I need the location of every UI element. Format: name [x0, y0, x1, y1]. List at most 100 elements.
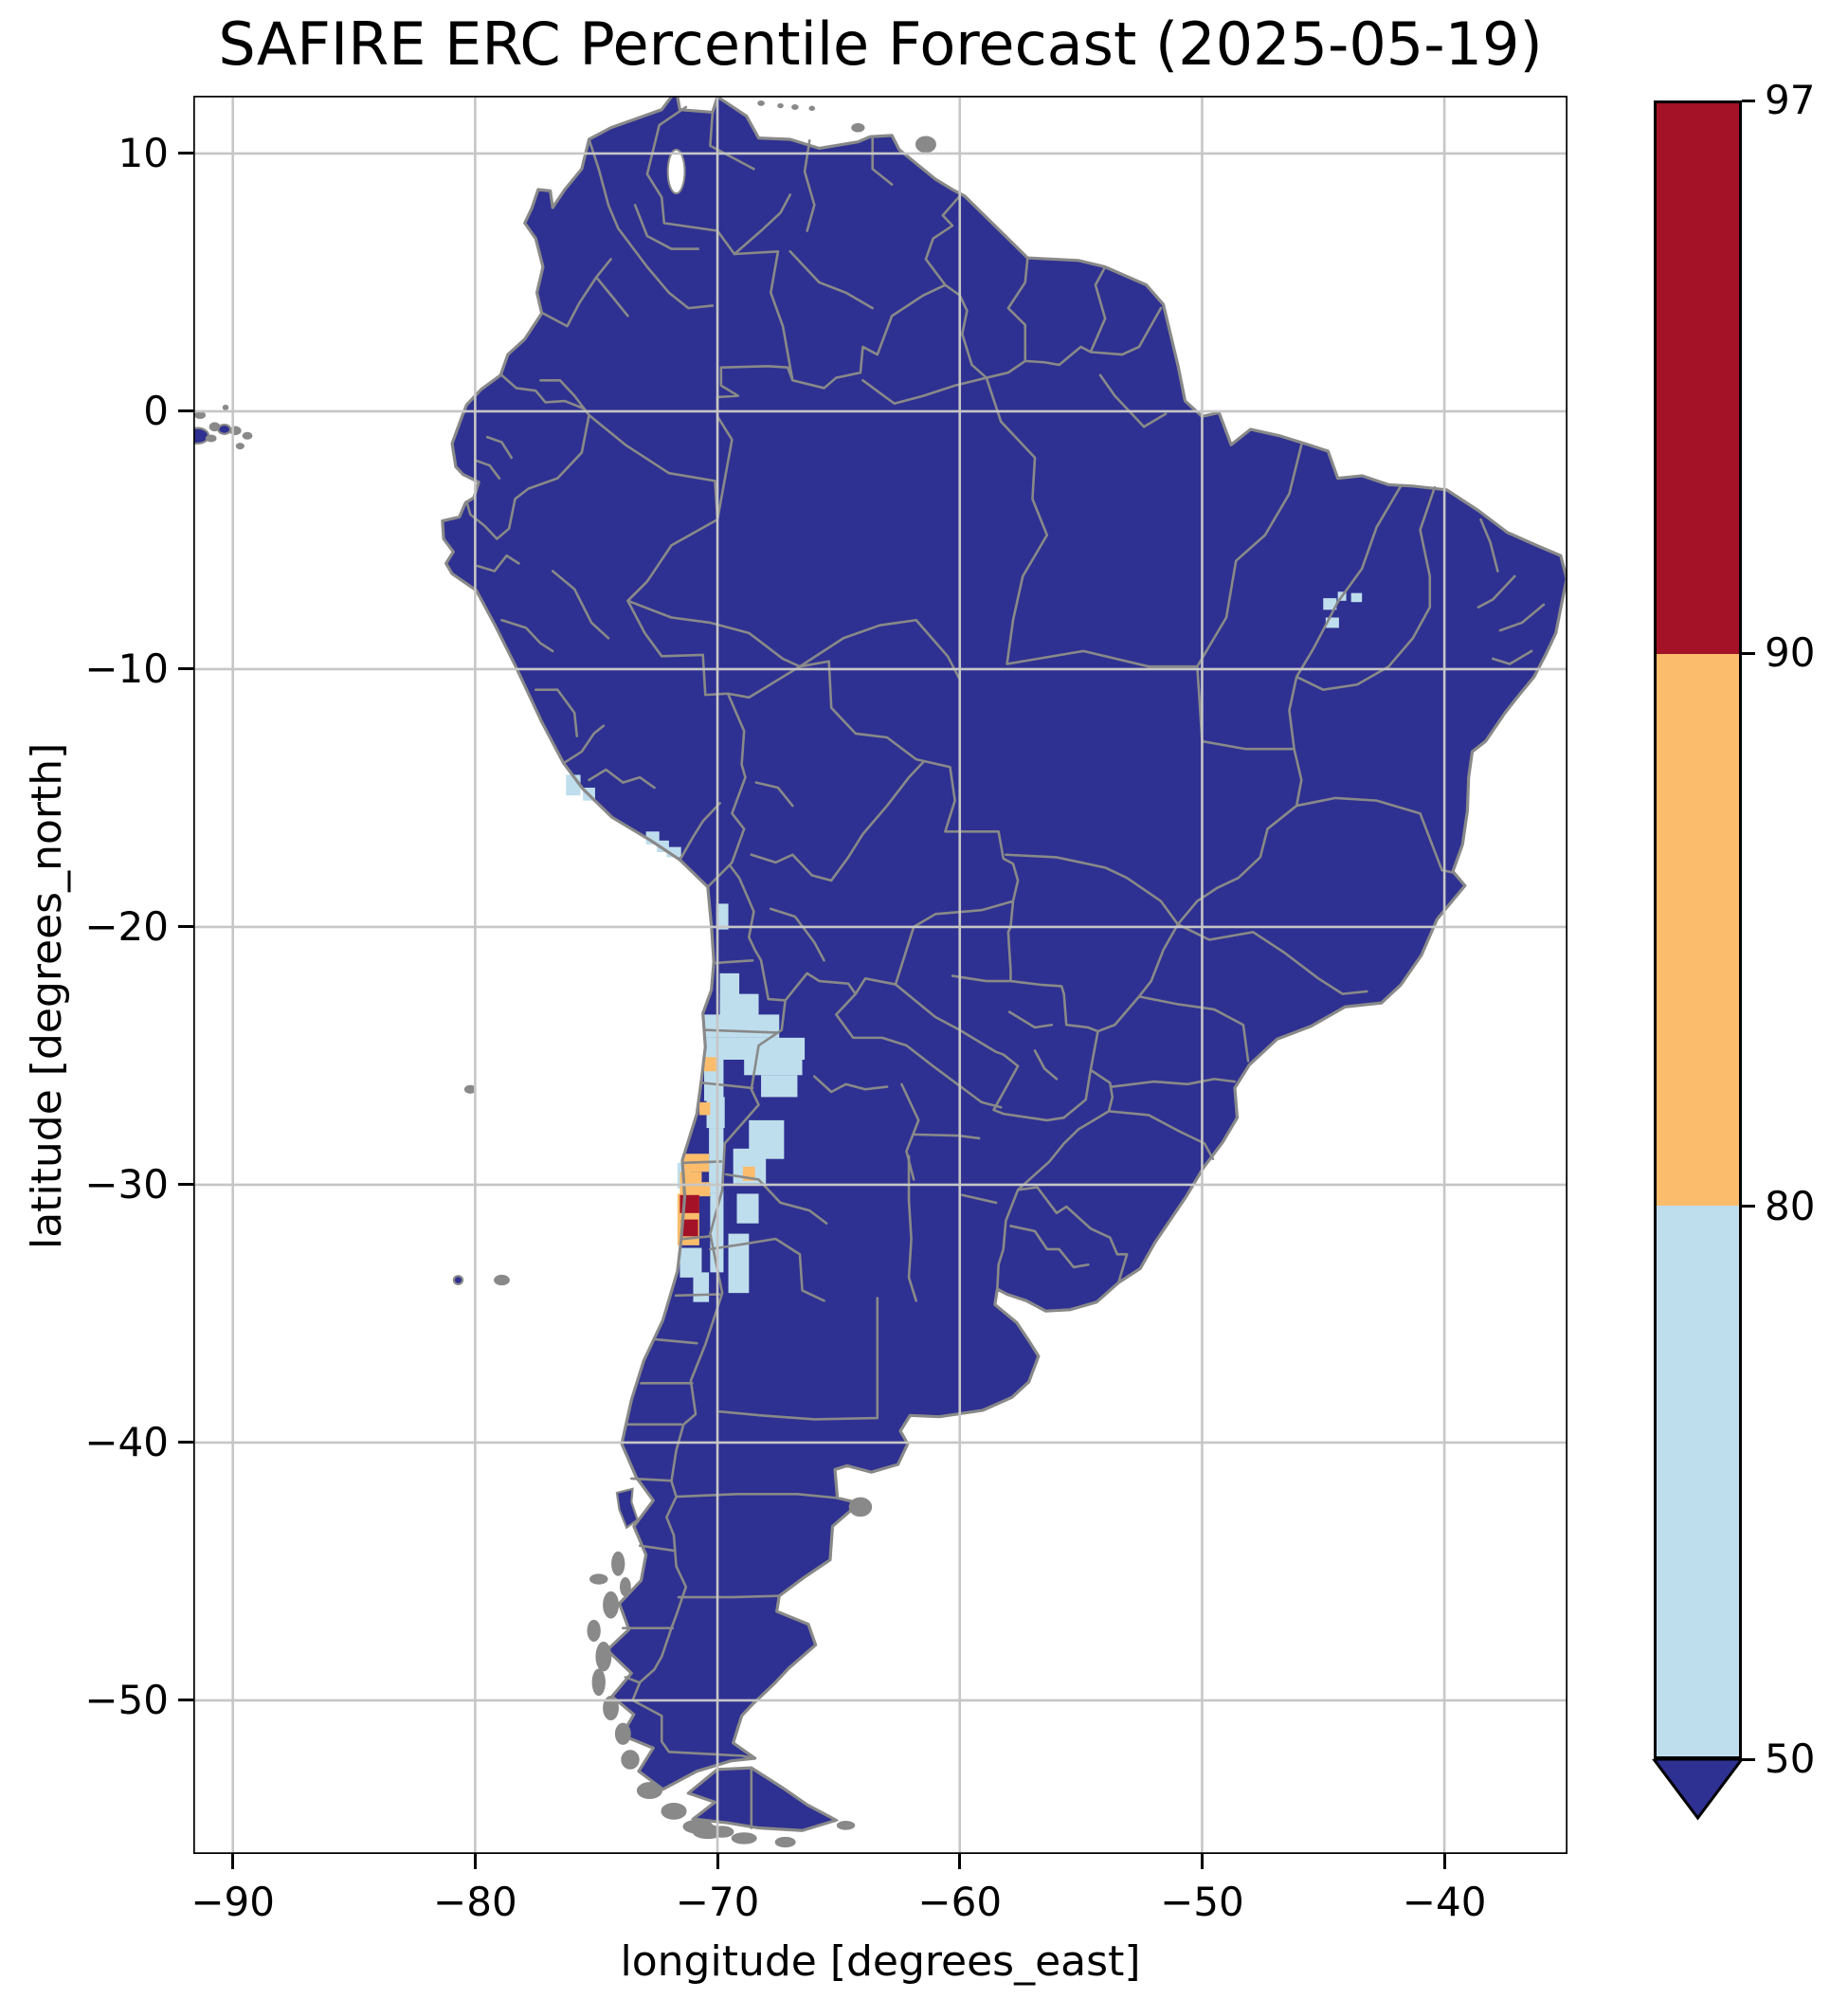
colorbar — [1654, 100, 1742, 1759]
island — [604, 1697, 618, 1719]
cell-50-80 — [666, 846, 681, 858]
y-tick — [178, 409, 193, 413]
x-tick-label: −70 — [675, 1879, 760, 1925]
island — [230, 427, 241, 434]
x-tick-label: −90 — [190, 1879, 275, 1925]
cell-80-90 — [698, 1182, 711, 1197]
lake-maracaibo — [668, 150, 685, 193]
island — [758, 101, 764, 105]
island — [638, 1783, 662, 1798]
cell-50-80 — [761, 1075, 798, 1098]
x-tick-label: −40 — [1402, 1879, 1487, 1925]
island — [218, 425, 230, 434]
island — [590, 1574, 607, 1584]
colorbar-tick — [1742, 1205, 1755, 1208]
island — [778, 104, 783, 108]
cell-80-90 — [698, 1101, 711, 1116]
y-tick — [178, 1183, 193, 1187]
chiloe-island — [617, 1489, 638, 1528]
island — [712, 1826, 734, 1837]
small-islands — [193, 101, 935, 1847]
island — [193, 428, 208, 444]
colorbar-segment — [1657, 1205, 1739, 1756]
y-tick — [178, 152, 193, 155]
cell-80-90 — [703, 1057, 716, 1072]
y-tick-label: −20 — [84, 902, 169, 950]
y-tick-label: −30 — [84, 1160, 169, 1208]
x-tick — [473, 1854, 477, 1869]
plot-title: SAFIRE ERC Percentile Forecast (2025-05-… — [218, 9, 1543, 79]
island — [792, 105, 798, 109]
x-axis-label: longitude [degrees_east] — [620, 1937, 1141, 1986]
colorbar-segment — [1657, 654, 1739, 1206]
island — [195, 412, 205, 419]
x-tick — [1442, 1854, 1446, 1869]
island — [223, 406, 227, 409]
island — [683, 1820, 713, 1833]
island — [732, 1833, 756, 1844]
island — [454, 1276, 462, 1284]
colorbar-tick-label: 50 — [1765, 1735, 1816, 1782]
x-tick — [716, 1854, 719, 1869]
y-tick — [178, 925, 193, 929]
island — [495, 1276, 509, 1285]
colorbar-segment — [1657, 103, 1739, 655]
cell-50-80 — [1323, 598, 1337, 610]
island — [622, 1751, 639, 1769]
cell-90-97 — [680, 1219, 698, 1237]
y-tick-label: −50 — [84, 1676, 169, 1723]
cell-50-80 — [728, 1233, 750, 1294]
colorbar-tick — [1742, 99, 1755, 102]
map-plot-area — [193, 96, 1567, 1854]
island — [621, 1578, 630, 1596]
coastline — [443, 96, 1567, 1830]
island — [604, 1592, 618, 1618]
island — [849, 1498, 871, 1516]
x-tick — [958, 1854, 962, 1869]
cell-50-80 — [736, 1193, 759, 1224]
colorbar-tick-label: 80 — [1765, 1182, 1816, 1229]
island — [775, 1838, 794, 1847]
y-tick-label: −10 — [84, 645, 169, 692]
island — [838, 1822, 855, 1829]
cell-50-80 — [719, 993, 759, 1018]
y-tick — [178, 667, 193, 671]
island — [916, 136, 935, 152]
x-tick — [1200, 1854, 1204, 1869]
y-tick — [178, 1441, 193, 1445]
x-tick-label: −80 — [433, 1879, 517, 1925]
cell-50-80 — [679, 1247, 702, 1278]
island — [852, 124, 864, 132]
cell-50-80 — [1350, 592, 1363, 603]
island — [243, 432, 251, 439]
island — [588, 1621, 600, 1642]
island — [661, 1804, 686, 1819]
percentile-cells-layer — [566, 591, 1363, 1302]
y-tick-label: 10 — [118, 129, 169, 176]
y-tick-label: −40 — [84, 1418, 169, 1465]
island — [596, 1643, 610, 1671]
cell-50-80 — [1325, 617, 1339, 628]
colorbar-tick — [1742, 651, 1755, 655]
island — [809, 106, 814, 110]
island — [616, 1723, 630, 1744]
south-america-landmass — [442, 96, 1567, 1830]
island — [207, 435, 216, 442]
y-tick-label: 0 — [143, 387, 169, 434]
x-tick-label: −60 — [917, 1879, 1003, 1925]
cell-50-80 — [703, 1014, 780, 1038]
x-tick — [231, 1854, 235, 1869]
gridlines — [193, 96, 1567, 1854]
island — [612, 1552, 625, 1574]
island — [592, 1669, 605, 1695]
colorbar-tick — [1742, 1757, 1755, 1761]
cell-50-80 — [693, 1272, 710, 1302]
x-tick-label: −50 — [1160, 1879, 1244, 1925]
cell-50-80 — [716, 903, 729, 930]
colorbar-tick-label: 97 — [1765, 77, 1816, 123]
island — [237, 444, 245, 448]
cell-50-80 — [744, 1041, 803, 1076]
colorbar-extend-arrow — [1652, 1759, 1744, 1821]
y-tick — [178, 1699, 193, 1702]
